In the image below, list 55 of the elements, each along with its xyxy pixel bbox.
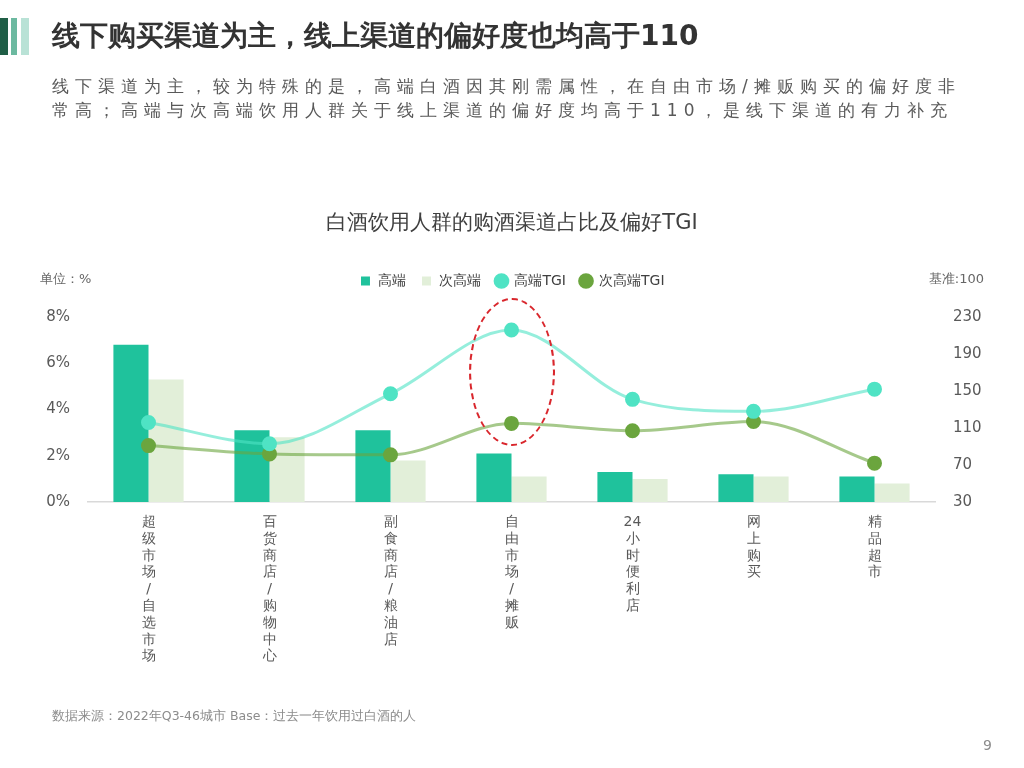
x-tick-label: 网上购买 [746, 513, 761, 580]
y2-axis-title: 基准:100 [928, 270, 984, 288]
point [867, 455, 882, 471]
y2-tick-label: 30 [953, 491, 973, 510]
point [262, 436, 277, 452]
point [625, 423, 640, 439]
chart-subtitle: 线下渠道为主，较为特殊的是，高端白酒因其刚需属性，在自由市场/摊贩购买的偏好度非常高；高端与次高端饮用人群关于线上渠道的偏好度均高于110，是线下渠道的有力补充 [52, 75, 962, 122]
y2-tick-label: 150 [953, 380, 982, 399]
y2-tick-label: 190 [953, 343, 982, 362]
bar [269, 437, 305, 502]
bar [476, 453, 512, 502]
bar [148, 379, 184, 502]
x-tick-label: 24小时便利店 [623, 513, 642, 614]
bar [390, 460, 426, 502]
point [383, 386, 398, 402]
point [383, 447, 398, 463]
chart-title: 线下购买渠道为主，线上渠道的偏好度也均高于110 [52, 18, 699, 54]
text: 白酒饮用人群的购酒渠道占比及偏好TGI [325, 209, 699, 236]
bar [874, 483, 910, 502]
bar [113, 344, 149, 502]
point [504, 415, 519, 431]
point [867, 381, 882, 397]
source-note: 数据来源：2022年Q3-46城市 Base：过去一年饮用过白酒的人 [52, 708, 417, 725]
bar [234, 430, 270, 502]
x-tick-label: 副食商店/粮油店 [383, 513, 398, 647]
y-tick-label: 6% [46, 353, 70, 372]
y-axis-title: 单位：% [40, 270, 92, 288]
y-tick-label: 2% [46, 445, 70, 464]
legend-label: 次高端TGI [599, 271, 665, 288]
bar [632, 478, 668, 502]
y-tick-label: 0% [46, 491, 70, 510]
category-label: 百货商店/购物中心 [262, 513, 277, 664]
legend-label: 高端 [378, 271, 407, 288]
y2-tick-label: 110 [953, 417, 982, 436]
category-label: 超级市场/自选市场 [141, 513, 156, 664]
bar [355, 430, 391, 502]
y2-tick-label: 230 [953, 306, 982, 325]
point [504, 322, 519, 338]
text: 9 [983, 737, 992, 753]
legend-label: 次高端 [439, 271, 482, 288]
legend-label: 高端TGI [514, 271, 566, 288]
point [141, 438, 156, 454]
y-tick-label: 4% [46, 399, 70, 418]
bar [718, 474, 754, 502]
y2-tick-label: 70 [953, 454, 973, 473]
bar [839, 476, 875, 502]
bar [597, 471, 633, 502]
bar [511, 476, 547, 502]
point [141, 414, 156, 430]
point [746, 403, 761, 419]
x-tick-label: 精品超市 [867, 513, 882, 580]
point [625, 391, 640, 407]
bar [753, 476, 789, 502]
x-tick-label: 自由市场/摊贩 [503, 513, 519, 630]
y-tick-label: 8% [46, 306, 70, 325]
